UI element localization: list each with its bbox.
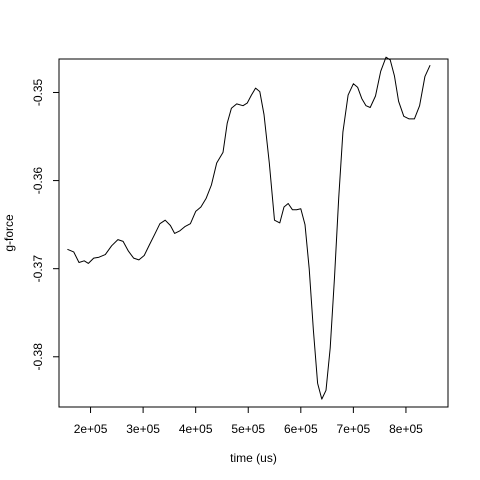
y-axis-label: g-force [2,214,16,252]
x-axis: 2e+05 3e+05 4e+05 5e+05 6e+05 7e+05 8e+05 [74,407,423,436]
y-tick-label: -0.38 [31,343,45,371]
x-tick-label: 8e+05 [389,422,423,436]
y-tick-label: -0.37 [31,255,45,283]
series-line [67,56,431,400]
plot-frame [58,58,449,408]
y-tick-label: -0.35 [31,78,45,106]
y-axis: -0.38 -0.37 -0.36 -0.35 [31,78,59,370]
x-axis-label: time (us) [230,451,277,465]
x-tick-label: 6e+05 [284,422,318,436]
series-layer [67,56,431,400]
x-tick-label: 5e+05 [231,422,265,436]
y-tick-label: -0.36 [31,167,45,195]
x-tick-label: 7e+05 [337,422,371,436]
x-tick-label: 3e+05 [126,422,160,436]
x-tick-label: 4e+05 [179,422,213,436]
x-tick-label: 2e+05 [74,422,108,436]
